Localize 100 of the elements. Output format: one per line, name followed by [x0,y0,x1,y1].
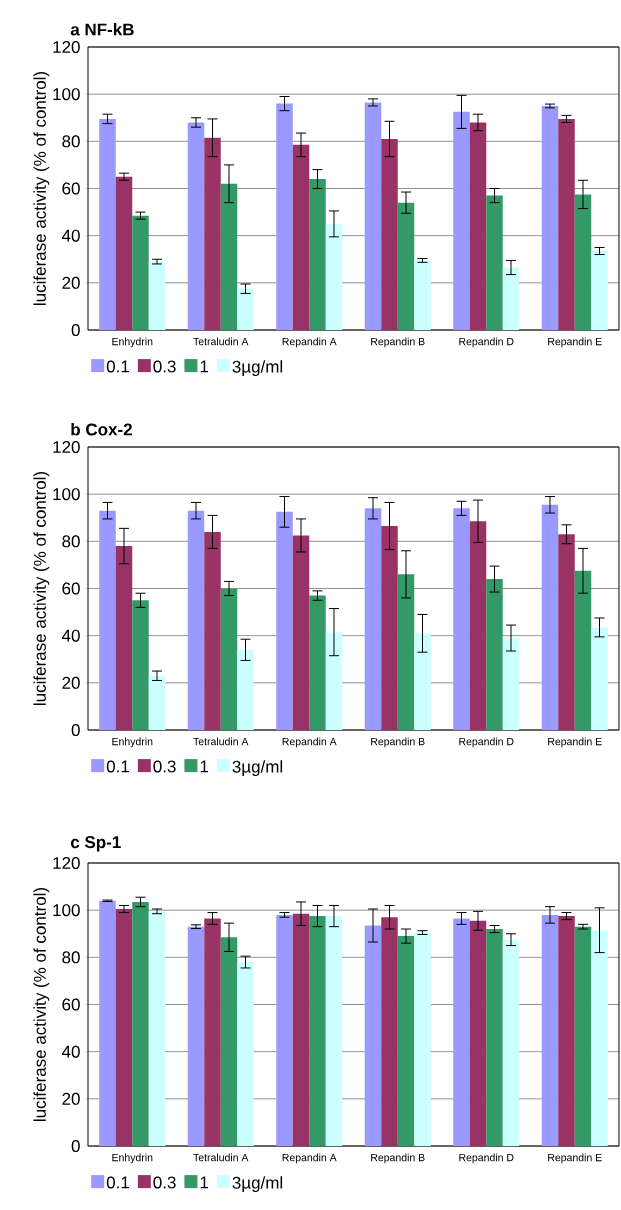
bar [220,183,238,330]
y-tick-label: 40 [61,629,80,642]
y-tick-label: 80 [62,951,80,964]
y-tick-label: 20 [62,276,80,289]
bar [381,917,398,1147]
x-tick-label: Repandin B [371,737,425,748]
chart-title: b Cox-2 [71,423,132,436]
x-tick-label: Repandin D [459,737,514,748]
bar [276,103,293,330]
bar [469,920,487,1147]
bar [99,118,116,330]
y-tick-label: 0 [71,1139,80,1153]
bar [237,962,254,1147]
legend-label: 0.1 [106,1176,129,1189]
bar [292,913,310,1147]
bar [381,526,398,731]
bar [132,215,149,330]
bar [148,261,166,330]
bar [453,918,470,1147]
bar [558,916,575,1147]
bar [541,105,559,330]
y-tick-label: 40 [61,1045,80,1058]
bar [204,531,221,731]
bar [397,936,415,1147]
x-tick-label: Tetraludin A [193,1153,249,1162]
bar [574,926,592,1147]
y-tick-label: 120 [53,856,80,870]
legend-label: 1 [200,760,209,773]
bar [502,939,520,1147]
bar [204,137,221,330]
y-tick-label: 0 [71,723,80,737]
legend-label: 1 [200,1176,209,1189]
bar [486,579,503,731]
bar [325,916,343,1147]
x-tick-label: Repandin D [459,337,514,348]
bar [486,929,503,1147]
bar [397,574,415,731]
bar [292,535,310,731]
bar [115,176,133,330]
bar [325,632,343,731]
bar [414,633,431,731]
bar [541,914,559,1147]
y-axis-title: luciferase activity (% of control) [33,71,50,305]
bar [591,627,608,731]
bar [325,223,343,330]
bar [187,926,205,1147]
y-tick-label: 20 [62,676,80,689]
bar [187,510,205,731]
bar [132,901,149,1147]
bar [469,521,487,731]
x-tick-label: Repandin A [282,1153,337,1164]
legend-label: 0.1 [106,760,129,773]
bar [469,122,487,330]
bar [220,588,238,731]
y-tick-label: 100 [53,488,80,501]
y-tick-label: 120 [53,440,80,454]
y-tick-label: 20 [62,1092,80,1105]
bar [453,508,470,731]
bar [99,900,116,1147]
bar [541,504,559,731]
bar [414,260,431,330]
y-axis-title: luciferase activity (% of control) [33,471,50,705]
legend-label: 3µg/ml [232,760,283,777]
y-axis-title: luciferase activity (% of control) [33,887,50,1121]
chart-title: a NF-kB [70,23,134,36]
y-tick-label: 0 [71,323,80,337]
y-tick-label: 80 [62,535,80,548]
y-tick-label: 60 [62,998,80,1011]
bar [381,138,398,330]
bar [364,102,382,330]
bar [574,194,592,330]
x-tick-label: Repandin A [282,337,337,348]
x-tick-label: Repandin A [282,737,337,748]
bar [99,510,116,731]
x-tick-label: Repandin D [459,1153,514,1164]
bar [364,508,382,731]
x-tick-label: Repandin E [548,737,602,748]
bar [558,534,575,731]
legend-label: 0.1 [106,360,129,373]
y-tick-label: 40 [61,229,80,242]
x-tick-label: Repandin E [548,1153,602,1164]
bar [115,546,133,731]
bar [414,932,431,1147]
bar [591,251,608,330]
chart-title: c Sp-1 [70,836,121,852]
bar [364,925,382,1147]
y-tick-label: 80 [62,135,80,148]
legend-label: 0.3 [153,760,176,773]
bar [591,930,608,1147]
y-tick-label: 60 [62,582,80,595]
bar [276,914,293,1147]
bar [574,570,592,731]
x-tick-label: Enhydrin [112,1153,153,1164]
legend-label: 1 [200,360,209,373]
bar [292,144,310,330]
bar [115,909,133,1147]
y-tick-label: 100 [53,904,80,917]
bar [220,937,238,1147]
bar [309,916,326,1147]
bar [187,122,205,330]
